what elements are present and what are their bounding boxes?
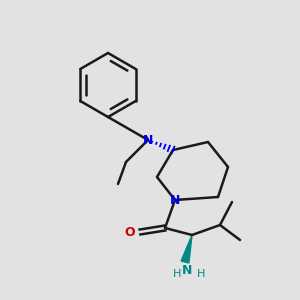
Text: O: O	[125, 226, 135, 238]
Text: N: N	[182, 263, 192, 277]
Text: N: N	[170, 194, 180, 206]
Text: N: N	[143, 134, 153, 146]
Polygon shape	[181, 235, 192, 263]
Text: H: H	[197, 269, 206, 279]
Text: H: H	[172, 269, 181, 279]
